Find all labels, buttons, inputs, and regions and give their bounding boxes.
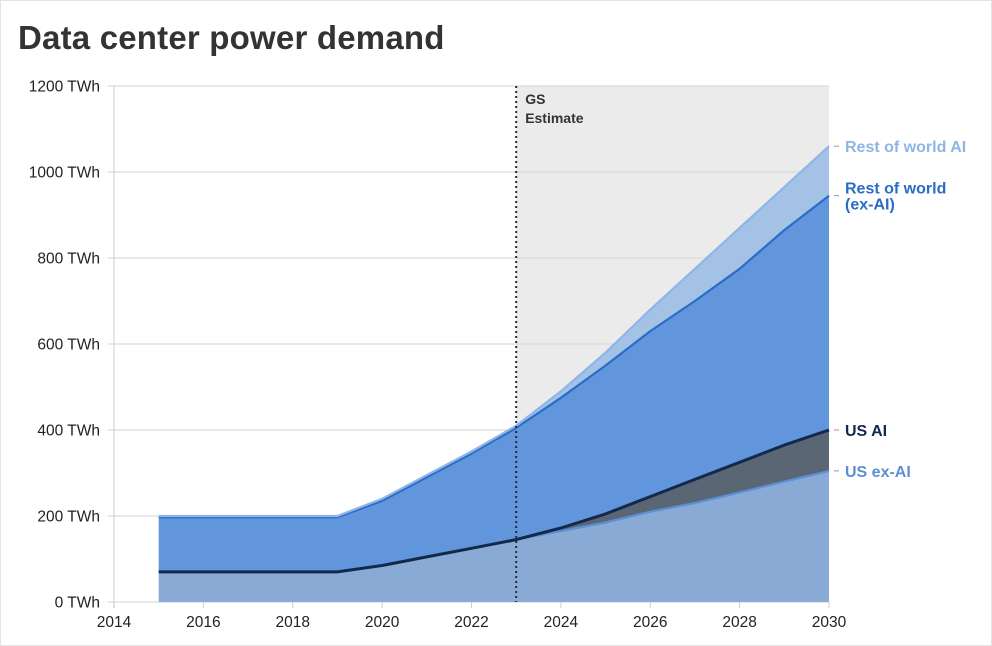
y-tick-label: 1000 TWh	[29, 165, 100, 182]
y-tick-label: 200 TWh	[37, 509, 100, 526]
x-tick-label: 2014	[97, 614, 132, 631]
legend-label-us-ex-ai: US ex-AI	[845, 464, 911, 481]
legend-label-us-ai: US AI	[845, 423, 887, 440]
line-rest-of-world-ai	[158, 145, 830, 518]
line-rest-of-world-ex-ai	[158, 194, 830, 519]
x-tick-label: 2022	[454, 614, 488, 631]
legend-label-rest-of-world-ai: Rest of world AI	[845, 139, 966, 156]
x-tick-label: 2028	[722, 614, 756, 631]
x-tick-label: 2020	[365, 614, 400, 631]
y-tick-label: 400 TWh	[37, 423, 100, 440]
x-tick-label: 2030	[812, 614, 847, 631]
chart-title: Data center power demand	[18, 19, 445, 56]
legend-label-rest-of-world-ex-ai: Rest of world	[845, 181, 946, 198]
y-tick-label: 1200 TWh	[29, 79, 100, 96]
y-tick-label: 0 TWh	[55, 595, 100, 612]
legend-label-rest-of-world-ex-ai: (ex-AI)	[845, 197, 895, 214]
x-tick-label: 2024	[544, 614, 579, 631]
y-tick-label: 600 TWh	[37, 337, 100, 354]
area-rest-of-world-ex-ai	[158, 195, 829, 572]
x-tick-label: 2018	[276, 614, 310, 631]
x-tick-label: 2016	[186, 614, 220, 631]
area-us-ex-ai	[158, 470, 829, 602]
line-us-ai	[158, 428, 830, 574]
estimate-label: Estimate	[525, 110, 584, 126]
x-tick-label: 2026	[633, 614, 667, 631]
estimate-label: GS	[525, 91, 545, 107]
area-us-ai	[158, 430, 829, 572]
y-tick-label: 800 TWh	[37, 251, 100, 268]
